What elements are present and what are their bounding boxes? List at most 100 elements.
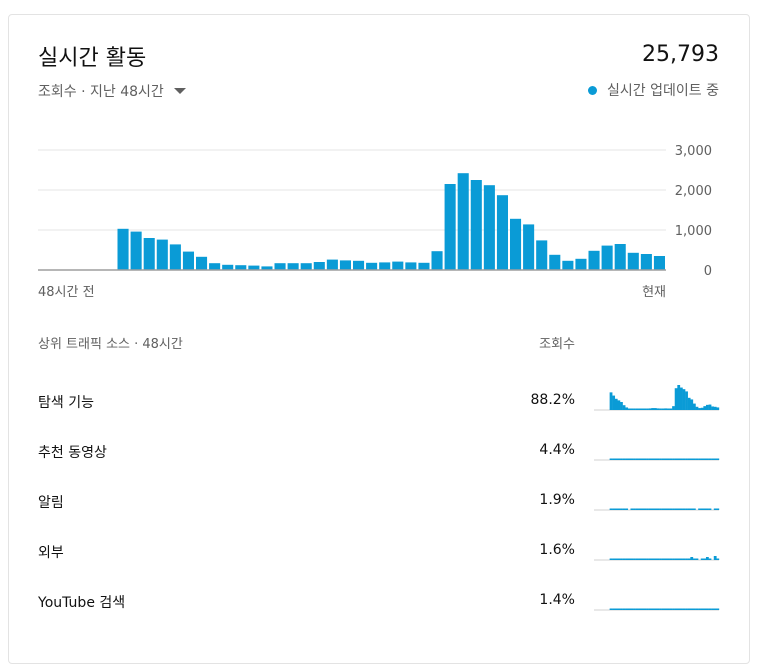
views-bar-chart: 0 1,000 2,000 3,000 48시간 전 현재	[38, 144, 720, 611]
bar[interactable]	[313, 262, 325, 270]
sparkline-bar	[664, 558, 668, 560]
sparkline-bar	[609, 608, 613, 610]
sparkline-bar	[687, 458, 691, 460]
bar[interactable]	[379, 262, 391, 270]
sparkline-bar	[633, 408, 636, 410]
bar[interactable]	[196, 256, 208, 270]
bar[interactable]	[536, 240, 548, 270]
bar[interactable]	[300, 263, 312, 270]
sparkline-bar	[646, 608, 649, 610]
sparkline-bar	[640, 558, 644, 560]
sparkline-bar	[677, 558, 681, 560]
sparkline-bar	[630, 558, 634, 560]
bar[interactable]	[326, 259, 338, 270]
bar[interactable]	[444, 184, 456, 270]
traffic-source-value: 4.4%	[539, 442, 575, 458]
sparkline-bar	[614, 508, 618, 510]
sparkline-bar	[635, 508, 639, 510]
bar[interactable]	[287, 263, 299, 270]
bar[interactable]	[248, 265, 260, 270]
bar[interactable]	[562, 260, 574, 270]
sparkline-bar	[698, 608, 701, 610]
bar[interactable]	[510, 218, 522, 270]
sparkline-bar	[651, 608, 655, 610]
sparkline-bar	[711, 406, 714, 410]
sparkline-bar	[672, 508, 675, 510]
sparkline-bar	[648, 458, 652, 460]
bar[interactable]	[575, 258, 587, 270]
sparkline-bar	[622, 508, 626, 510]
sparkline-bar	[672, 608, 675, 610]
bar[interactable]	[274, 263, 286, 270]
sparkline-bar	[708, 508, 712, 510]
sparkline-bar	[682, 458, 686, 460]
bar[interactable]	[405, 262, 417, 270]
sparkline-bar	[687, 608, 691, 610]
sparkline-bar	[695, 458, 699, 460]
sparkline-bar	[643, 458, 647, 460]
bar[interactable]	[418, 262, 430, 270]
bar[interactable]	[392, 261, 404, 270]
sparkline-bar	[682, 558, 686, 560]
sparkline-bar	[674, 458, 678, 460]
sparkline-bar	[638, 408, 642, 410]
sparkline-bar	[617, 400, 621, 410]
bar[interactable]	[653, 256, 665, 270]
bar[interactable]	[496, 195, 508, 270]
sparkline-bar	[627, 558, 631, 560]
bar[interactable]	[261, 266, 273, 270]
sparkline-bar	[612, 508, 616, 510]
sparkline-bar	[679, 508, 683, 510]
bar[interactable]	[601, 245, 613, 270]
sparkline-bar	[656, 458, 660, 460]
sparkline-bar	[705, 608, 709, 610]
bar[interactable]	[549, 254, 561, 270]
bar[interactable]	[182, 251, 194, 270]
bar[interactable]	[156, 239, 168, 270]
sparkline-bar	[679, 387, 683, 410]
bar[interactable]	[523, 224, 535, 270]
sparkline-bar	[617, 558, 621, 560]
bar[interactable]	[627, 252, 639, 270]
bar[interactable]	[457, 173, 469, 270]
bar[interactable]	[470, 180, 482, 270]
sparkline-bar	[695, 608, 699, 610]
bar[interactable]	[222, 264, 234, 270]
bar[interactable]	[169, 244, 181, 270]
bar[interactable]	[640, 254, 652, 270]
sparkline-bar	[659, 558, 662, 560]
sparkline-bar	[692, 608, 696, 610]
sparkline-bar	[690, 508, 694, 510]
bar[interactable]	[431, 251, 443, 270]
sparkline-bar	[638, 458, 642, 460]
bar[interactable]	[588, 250, 600, 270]
sparkline-bar	[661, 408, 665, 410]
sparkline-bar	[664, 458, 668, 460]
metric-period-dropdown[interactable]: 조회수 · 지난 48시간	[38, 81, 186, 101]
bar[interactable]	[366, 262, 378, 270]
sparkline-bar	[677, 608, 681, 610]
sparkline-bar	[625, 508, 629, 510]
bar[interactable]	[339, 260, 351, 270]
y-tick-label: 2,000	[675, 184, 712, 199]
bar[interactable]	[483, 185, 495, 270]
sparkline-bar	[692, 403, 696, 410]
bar[interactable]	[353, 260, 365, 270]
bar[interactable]	[117, 228, 129, 270]
sparkline-bar	[643, 408, 647, 410]
sparkline-bar	[666, 508, 670, 510]
sparkline-bar	[666, 608, 670, 610]
bar[interactable]	[130, 231, 142, 270]
bar[interactable]	[235, 265, 247, 270]
sparkline-bar	[638, 558, 642, 560]
sparkline-bar	[695, 406, 699, 410]
sparkline-bar	[661, 508, 665, 510]
sparkline-bar	[635, 608, 639, 610]
sparkline-bar	[651, 408, 655, 410]
sparkline-bar	[679, 608, 683, 610]
bar[interactable]	[143, 238, 155, 270]
bar[interactable]	[209, 263, 221, 270]
bar[interactable]	[614, 244, 626, 270]
sparkline-bar	[690, 458, 694, 460]
sparkline-bar	[633, 558, 636, 560]
